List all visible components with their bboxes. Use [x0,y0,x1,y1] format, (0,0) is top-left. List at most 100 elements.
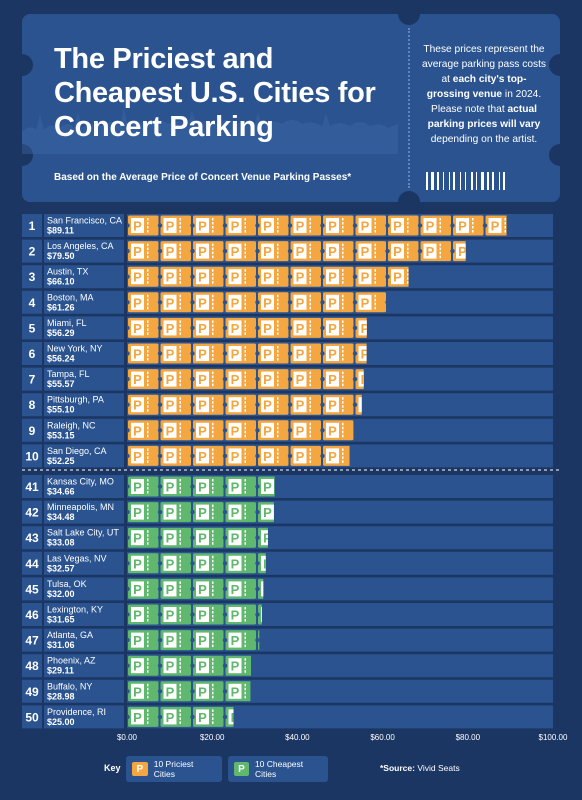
city-label: Pittsburgh, PA [47,395,104,405]
city-label: San Francisco, CA [47,216,122,226]
rank-label: 50 [25,710,39,724]
svg-text:P: P [296,219,305,234]
rank-box [22,444,42,468]
svg-text:P: P [296,372,305,387]
parking-icon [228,607,242,622]
svg-text:P: P [361,219,370,234]
parking-icon [261,397,274,413]
rank-box [22,475,42,498]
svg-text:P: P [198,449,207,464]
parking-icon [131,683,144,699]
parking-icon [131,709,144,725]
city-label: Lexington, KY [47,605,103,615]
parking-icon [293,397,307,413]
parking-icon [261,371,274,387]
legend-key-label: Key [104,763,121,773]
city-box [44,444,124,468]
parking-icon [163,397,177,413]
rank-box [22,265,42,289]
parking-icon [131,422,144,438]
table-row: 48 Phoenix, AZ$29.11 P P P P [22,654,553,678]
city-label: Kansas City, MO [47,477,114,487]
svg-text:P: P [166,480,175,495]
chart-rows: 1 San Francisco, CA$89.11 P P P P P P P P P P P P2 Los… [22,214,553,729]
rank-label: 41 [25,480,39,494]
parking-icon [163,555,177,571]
city-box [44,628,124,652]
parking-icon [131,371,144,387]
price-label: $56.24 [47,354,75,364]
svg-text:P: P [231,684,240,699]
svg-text:P: P [296,423,305,438]
svg-text:P: P [328,398,337,413]
parking-icon [326,371,339,387]
rank-box [22,418,42,442]
parking-icon [196,479,209,494]
svg-text:P: P [166,608,175,623]
svg-text:P: P [328,449,337,464]
parking-icon [228,658,242,674]
svg-text:P: P [166,556,175,571]
legend-item-priciest: P 10 Priciest Cities [126,756,222,782]
svg-text:P: P [263,372,272,387]
svg-text:P: P [263,244,272,259]
parking-icon [196,658,209,674]
svg-text:P: P [133,449,142,464]
svg-text:P: P [133,684,142,699]
parking-icon [261,530,268,546]
svg-text:P: P [361,295,370,310]
city-label: Tampa, FL [47,369,90,379]
parking-icon [228,504,242,520]
svg-text:P: P [263,219,272,234]
city-box [44,475,124,498]
price-label: $32.00 [47,589,75,599]
parking-icon [196,448,209,464]
parking-icon [293,320,307,336]
svg-text:P: P [328,270,337,285]
city-box [44,342,124,365]
city-label: Raleigh, NC [47,420,96,430]
svg-text:P: P [231,372,240,387]
parking-icon [326,269,339,285]
parking-icon [228,269,242,285]
parking-icon [163,530,177,546]
parking-icon [163,371,177,387]
parking-icon [131,243,144,259]
parking-icon [163,632,177,648]
parking-icon [196,581,209,597]
rank-label: 49 [25,685,39,699]
city-box [44,551,124,575]
rank-label: 10 [25,449,39,463]
price-label: $56.29 [47,328,75,338]
svg-text:P: P [166,531,175,546]
ticket-notch [22,144,33,166]
parking-icon [196,632,209,648]
parking-icon [163,479,177,494]
svg-text:P: P [296,270,305,285]
rank-box [22,367,42,391]
table-row: 49 Buffalo, NY$28.98 P P P P [22,679,553,703]
city-label: Minneapolis, MN [47,502,114,512]
svg-text:P: P [198,295,207,310]
svg-text:P: P [198,398,207,413]
ticket-notch [398,191,420,202]
svg-text:P: P [231,398,240,413]
parking-icon [423,243,437,259]
svg-text:P: P [133,372,142,387]
svg-text:P: P [166,398,175,413]
svg-text:P: P [458,219,467,234]
rank-box [22,551,42,575]
price-label: $79.50 [47,251,75,261]
svg-text:P: P [231,531,240,546]
city-label: San Diego, CA [47,446,107,456]
svg-text:P: P [393,219,402,234]
rank-box [22,603,42,626]
svg-text:P: P [166,710,175,725]
parking-icon [196,218,209,233]
